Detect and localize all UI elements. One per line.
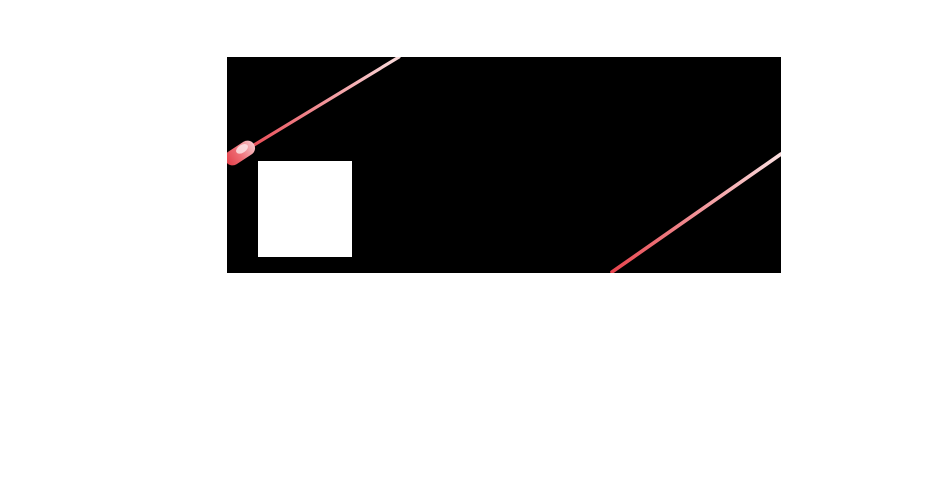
laser-head-body: [227, 140, 256, 166]
laser-beam-upper: [252, 57, 401, 147]
laser-head: [227, 140, 256, 166]
laser-head-highlight: [236, 143, 248, 154]
white-square-sprite: [258, 161, 352, 257]
game-stage[interactable]: [227, 57, 781, 273]
laser-beam-lower: [610, 152, 781, 273]
stage-canvas: [227, 57, 781, 273]
